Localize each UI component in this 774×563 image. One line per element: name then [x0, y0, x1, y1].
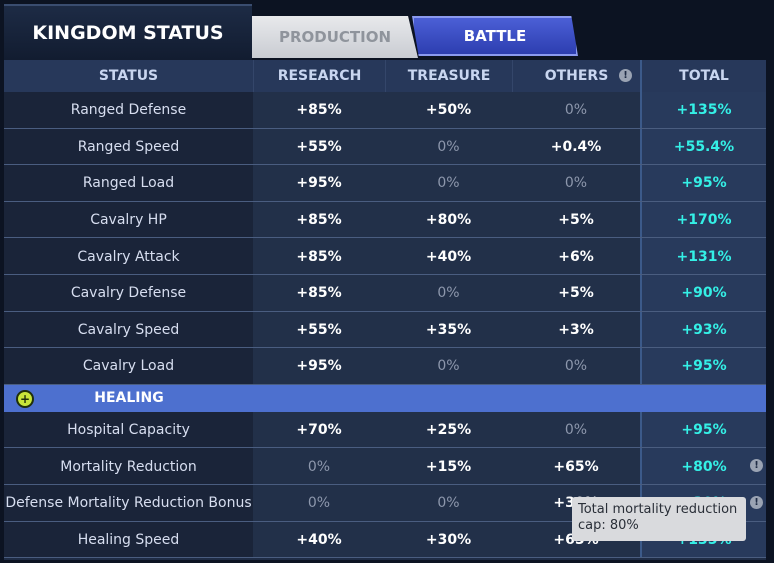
row-separator	[4, 200, 766, 202]
tooltip: Total mortality reduction cap: 80%	[572, 497, 746, 541]
status-value: 0%	[512, 165, 640, 202]
status-value: 0%	[385, 128, 512, 166]
status-name: Ranged Load	[4, 165, 253, 202]
column-header: TOTAL	[640, 60, 766, 92]
status-value: 0%	[512, 411, 640, 449]
status-value: +85%	[253, 238, 385, 275]
status-value: +30%	[385, 521, 512, 559]
status-value: +35%	[385, 311, 512, 349]
tab-kingdom-status[interactable]: KINGDOM STATUS	[4, 4, 252, 60]
column-header: TREASURE	[385, 60, 512, 92]
section-bar	[4, 384, 766, 412]
status-value: +95%	[640, 348, 766, 385]
row-separator	[4, 557, 766, 559]
status-name: Healing Speed	[4, 521, 253, 559]
status-value: 0%	[512, 92, 640, 129]
status-value: 0%	[385, 485, 512, 522]
row-separator	[4, 520, 766, 522]
status-value: +85%	[253, 275, 385, 312]
status-name: Defense Mortality Reduction Bonus	[4, 485, 253, 522]
status-value: +90%	[640, 275, 766, 312]
status-name: Cavalry HP	[4, 201, 253, 239]
status-value: +40%	[253, 521, 385, 559]
status-value: +55%	[253, 128, 385, 166]
status-value: +95%	[640, 165, 766, 202]
status-value: +5%	[512, 201, 640, 239]
status-name: Cavalry Load	[4, 348, 253, 385]
status-name: Cavalry Attack	[4, 238, 253, 275]
status-value: +40%	[385, 238, 512, 275]
status-value: 0%	[385, 165, 512, 202]
status-value: +80%	[385, 201, 512, 239]
status-value: 0%	[253, 448, 385, 485]
status-value: +135%	[640, 92, 766, 129]
column-header: OTHERS	[512, 60, 640, 92]
row-separator	[4, 484, 766, 485]
status-value: +70%	[253, 411, 385, 449]
status-value: +55%	[253, 311, 385, 349]
status-value: +65%	[512, 448, 640, 485]
status-value: +85%	[253, 201, 385, 239]
status-name: Cavalry Defense	[4, 275, 253, 312]
row-separator	[4, 447, 766, 449]
status-value: +15%	[385, 448, 512, 485]
status-value: +93%	[640, 311, 766, 349]
status-value: +95%	[253, 165, 385, 202]
status-value: +25%	[385, 411, 512, 449]
status-value: 0%	[253, 485, 385, 522]
section-title: HEALING	[94, 390, 164, 407]
status-value: 0%	[385, 275, 512, 312]
status-name: Ranged Defense	[4, 92, 253, 129]
status-value: +85%	[253, 92, 385, 129]
row-separator	[4, 383, 766, 385]
column-header: RESEARCH	[253, 60, 385, 92]
status-value: +3%	[512, 311, 640, 349]
row-separator	[4, 274, 766, 275]
status-value: +131%	[640, 238, 766, 275]
status-name: Cavalry Speed	[4, 311, 253, 349]
status-value: +95%	[253, 348, 385, 385]
status-value: +80%	[640, 448, 766, 485]
status-value: +0.4%	[512, 128, 640, 166]
status-value: +170%	[640, 201, 766, 239]
row-separator	[4, 237, 766, 239]
info-icon[interactable]: !	[750, 459, 763, 472]
status-value: +50%	[385, 92, 512, 129]
status-name: Hospital Capacity	[4, 411, 253, 449]
status-value: +55.4%	[640, 128, 766, 166]
column-header: STATUS	[4, 60, 253, 92]
info-icon[interactable]: !	[750, 496, 763, 509]
section-icon: +	[16, 389, 34, 408]
tab-battle[interactable]: BATTLE	[412, 16, 578, 56]
row-separator	[4, 164, 766, 166]
status-name: Mortality Reduction	[4, 448, 253, 485]
row-separator	[4, 310, 766, 312]
status-value: +95%	[640, 411, 766, 449]
status-table: STATUS RESEARCH TREASURE OTHERS TOTAL! Ranged…	[4, 60, 766, 560]
status-value: 0%	[512, 348, 640, 385]
row-separator	[4, 347, 766, 349]
status-value: +6%	[512, 238, 640, 275]
tab-production[interactable]: PRODUCTION	[252, 16, 418, 58]
status-name: Ranged Speed	[4, 128, 253, 166]
row-separator	[4, 127, 766, 129]
status-value: +5%	[512, 275, 640, 312]
status-value: 0%	[385, 348, 512, 385]
info-icon[interactable]: !	[619, 69, 632, 82]
